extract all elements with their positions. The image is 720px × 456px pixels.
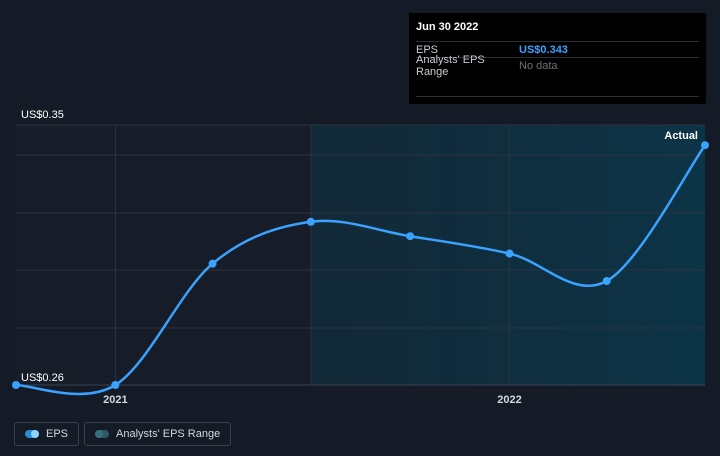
tooltip-range-label: Analysts' EPS Range bbox=[416, 53, 485, 78]
tooltip-eps-row: EPS US$0.343 bbox=[416, 41, 699, 57]
tooltip-divider bbox=[416, 96, 699, 97]
legend-range-toggle[interactable]: Analysts' EPS Range bbox=[84, 422, 232, 446]
legend-range-label: Analysts' EPS Range bbox=[116, 428, 221, 440]
past-region bbox=[16, 125, 311, 385]
tooltip-panel: Jun 30 2022 EPS US$0.343 Analysts' EPS R… bbox=[409, 13, 706, 104]
eps-data-point bbox=[111, 381, 120, 389]
tooltip-eps-value: US$0.343 bbox=[519, 43, 568, 56]
legend-eps-toggle[interactable]: EPS bbox=[14, 422, 80, 446]
legend-eps-label: EPS bbox=[46, 428, 69, 440]
eps-data-point bbox=[306, 217, 315, 226]
tooltip-date: Jun 30 2022 bbox=[416, 21, 479, 33]
eps-data-point bbox=[505, 249, 514, 258]
eps-data-point bbox=[406, 232, 415, 241]
eps-legend-icon bbox=[25, 430, 39, 438]
chart-legend: EPS Analysts' EPS Range bbox=[14, 422, 232, 446]
eps-data-point bbox=[208, 259, 217, 268]
x-tick-label: 2022 bbox=[497, 394, 521, 406]
y-axis-bottom-label: US$0.26 bbox=[21, 372, 64, 384]
range-legend-icon bbox=[95, 430, 110, 438]
tooltip-range-row: Analysts' EPS Range No data bbox=[416, 54, 699, 78]
tooltip-eps-label: EPS bbox=[416, 43, 439, 56]
tooltip-range-value: No data bbox=[519, 59, 558, 72]
actual-annotation: Actual bbox=[664, 130, 698, 142]
eps-data-point bbox=[701, 141, 709, 150]
eps-data-point bbox=[12, 381, 20, 389]
y-axis-top-label: US$0.35 bbox=[21, 109, 64, 121]
eps-data-point bbox=[602, 277, 611, 285]
x-tick-label: 2021 bbox=[103, 394, 127, 406]
